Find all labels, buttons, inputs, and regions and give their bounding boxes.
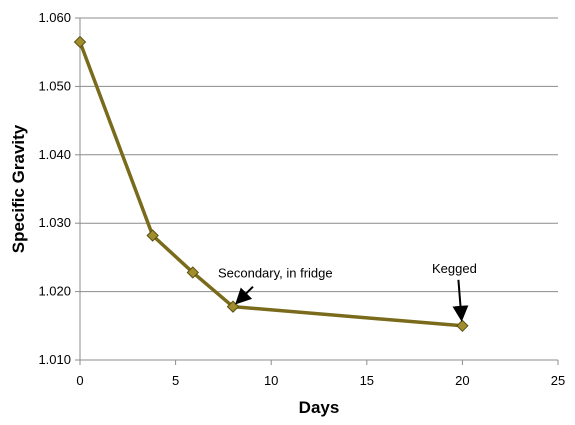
y-tick-label: 1.020 <box>38 284 71 299</box>
annotations: Secondary, in fridge Kegged <box>218 261 477 322</box>
data-point-marker <box>186 266 200 279</box>
y-tick-label: 1.030 <box>38 215 71 230</box>
y-tick-label: 1.010 <box>38 352 71 367</box>
y-tick-labels: 1.010 1.020 1.030 1.040 1.050 1.060 <box>38 10 71 367</box>
axes <box>75 17 559 365</box>
x-tick-labels: 0 5 10 15 20 25 <box>76 373 565 388</box>
x-tick-label: 15 <box>360 373 374 388</box>
annotation-arrow <box>452 279 469 322</box>
data-point-marker <box>73 35 87 49</box>
y-tick-label: 1.040 <box>38 147 71 162</box>
x-axis-title: Days <box>299 398 340 417</box>
annotation-arrow <box>235 285 254 305</box>
data-point-marker <box>456 319 469 333</box>
data-series <box>73 35 469 333</box>
y-axis-title: Specific Gravity <box>9 124 28 253</box>
series-line <box>78 41 463 328</box>
annotation-label: Kegged <box>432 261 477 276</box>
x-tick-label: 10 <box>264 373 278 388</box>
x-tick-label: 0 <box>76 373 83 388</box>
y-tick-label: 1.060 <box>38 10 71 25</box>
annotation-label: Secondary, in fridge <box>218 266 333 281</box>
gridlines <box>80 17 558 361</box>
x-tick-label: 25 <box>551 373 565 388</box>
x-tick-label: 20 <box>455 373 469 388</box>
data-point-marker <box>146 229 159 242</box>
y-tick-label: 1.050 <box>38 78 71 93</box>
x-tick-label: 5 <box>172 373 179 388</box>
